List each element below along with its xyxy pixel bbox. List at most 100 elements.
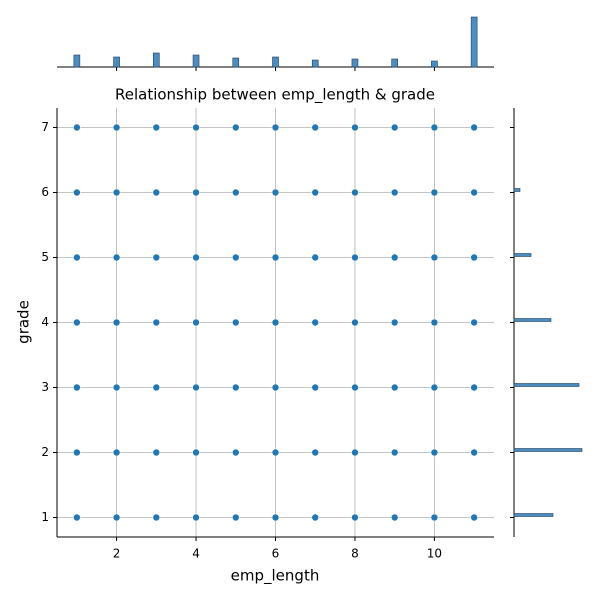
point: [192, 318, 200, 327]
point: [152, 188, 161, 197]
y-tick-label: 5: [41, 250, 49, 264]
x-tick-label: 8: [351, 547, 359, 561]
chart-title: Relationship between emp_length & grade: [115, 86, 435, 105]
point: [231, 253, 240, 262]
point: [430, 318, 439, 327]
point: [271, 383, 280, 392]
point: [112, 188, 121, 197]
point: [152, 123, 161, 132]
point: [470, 318, 478, 327]
right-histogram-bar: [513, 318, 552, 322]
x-tick-label: 2: [113, 547, 121, 561]
point: [271, 513, 280, 522]
y-tick-label: 6: [41, 185, 49, 199]
top-histogram-bar: [232, 57, 240, 68]
point: [470, 123, 478, 132]
point: [73, 513, 81, 522]
point: [430, 383, 439, 392]
x-tick-label: 10: [427, 547, 442, 561]
point: [311, 383, 320, 392]
point: [351, 513, 359, 522]
point: [73, 448, 81, 457]
point: [73, 188, 81, 197]
top-histogram-bar: [351, 58, 359, 68]
point: [351, 123, 359, 132]
y-tick-label: 7: [41, 120, 49, 134]
point: [390, 448, 399, 457]
right-histogram-bar: [513, 383, 580, 387]
point: [73, 383, 81, 392]
point: [192, 253, 200, 262]
x-tick-label: 4: [192, 547, 200, 561]
x-tick-label: 6: [272, 547, 280, 561]
point: [390, 253, 399, 262]
top-histogram-bar: [192, 54, 200, 68]
point: [470, 448, 478, 457]
point: [311, 123, 320, 132]
right-histogram-bar: [513, 253, 532, 257]
point: [152, 383, 161, 392]
point: [351, 188, 359, 197]
point: [430, 123, 439, 132]
point: [470, 513, 478, 522]
y-tick-label: 3: [41, 380, 49, 394]
top-histogram-bar: [73, 54, 81, 68]
point: [351, 383, 359, 392]
top-histogram-bar: [311, 59, 319, 68]
point: [231, 448, 240, 457]
top-histogram-bar: [153, 52, 160, 68]
point: [152, 448, 161, 457]
point: [112, 448, 121, 457]
point: [152, 513, 161, 522]
point: [112, 318, 121, 327]
point: [231, 123, 240, 132]
point: [311, 513, 320, 522]
point: [112, 513, 121, 522]
point: [231, 188, 240, 197]
point: [231, 383, 240, 392]
point: [351, 448, 359, 457]
y-tick-label: 2: [41, 445, 49, 459]
point: [152, 318, 161, 327]
right-histogram-bar: [513, 513, 554, 517]
point: [112, 123, 121, 132]
point: [192, 383, 200, 392]
point: [271, 253, 280, 262]
point: [470, 253, 478, 262]
point: [390, 188, 399, 197]
top-histogram-bar: [431, 60, 438, 68]
point: [311, 318, 320, 327]
y-tick-label: 1: [41, 510, 49, 524]
point: [271, 318, 280, 327]
point: [311, 253, 320, 262]
point: [271, 188, 280, 197]
point: [192, 123, 200, 132]
point: [311, 188, 320, 197]
top-histogram-bar: [470, 16, 478, 68]
point: [192, 513, 200, 522]
point: [231, 318, 240, 327]
right-histogram-bar: [513, 448, 583, 452]
point: [152, 253, 161, 262]
point: [390, 123, 399, 132]
point: [311, 448, 320, 457]
point: [390, 383, 399, 392]
point: [73, 123, 81, 132]
point: [112, 253, 121, 262]
point: [390, 513, 399, 522]
point: [351, 318, 359, 327]
point: [271, 123, 280, 132]
point: [430, 253, 439, 262]
point: [192, 448, 200, 457]
point: [430, 188, 439, 197]
point: [351, 253, 359, 262]
right-histogram-bar: [513, 188, 521, 192]
point: [192, 188, 200, 197]
point: [73, 318, 81, 327]
point: [470, 188, 478, 197]
x-axis-label: emp_length: [231, 567, 320, 586]
point: [390, 318, 399, 327]
point: [73, 253, 81, 262]
y-tick-label: 4: [41, 315, 49, 329]
